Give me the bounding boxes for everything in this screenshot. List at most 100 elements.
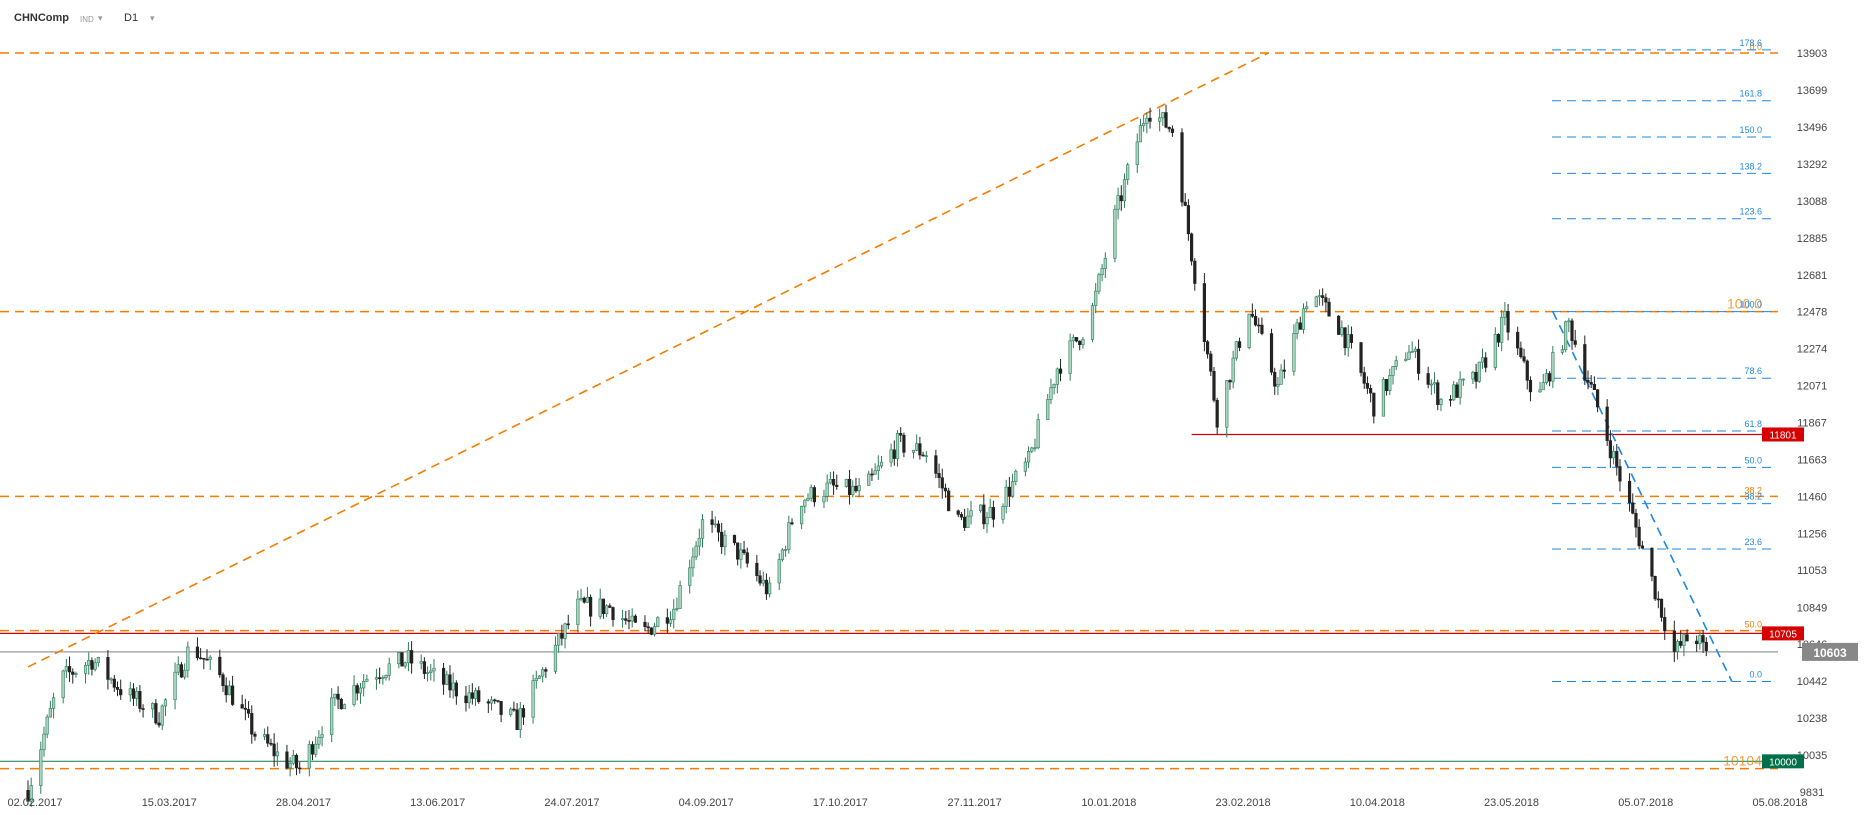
- candle-body: [1436, 382, 1440, 405]
- chevron-down-icon[interactable]: ▾: [98, 13, 103, 23]
- candle-body: [51, 697, 56, 709]
- candle-body: [844, 478, 848, 487]
- candle-body: [1004, 486, 1008, 507]
- candle-body: [601, 598, 606, 614]
- candle-body: [589, 596, 593, 617]
- candle-body: [221, 674, 225, 686]
- candle-body: [1548, 373, 1552, 382]
- x-tick-label: 23.02.2018: [1216, 797, 1271, 809]
- y-tick-label: 13292: [1797, 159, 1828, 171]
- candle-body: [310, 744, 315, 755]
- y-tick-label: 11867: [1797, 418, 1827, 430]
- candle-body: [93, 662, 97, 670]
- candle-body: [199, 657, 203, 660]
- candle-body: [541, 669, 545, 677]
- candle-body: [991, 507, 996, 520]
- candle-body: [809, 487, 813, 499]
- candle-body: [1605, 406, 1609, 441]
- y-tick-label: 12071: [1797, 380, 1828, 392]
- chevron-down-icon[interactable]: ▾: [150, 13, 155, 23]
- candle-body: [1340, 327, 1344, 335]
- price-badges: 11801 10705 10603 10000: [1762, 427, 1858, 769]
- candle-body: [969, 510, 973, 517]
- candle-body: [521, 708, 526, 718]
- candle-body: [1081, 339, 1085, 345]
- candle-body: [579, 597, 583, 600]
- candle-body: [128, 688, 132, 696]
- candle-body: [45, 716, 49, 735]
- candle-body: [202, 657, 206, 660]
- candle-body: [1014, 470, 1018, 482]
- candle-body: [307, 744, 311, 769]
- candle-body: [422, 661, 426, 674]
- candle-body: [499, 701, 503, 715]
- timeframe-selector[interactable]: D1: [124, 12, 139, 24]
- candle-body: [1122, 179, 1127, 202]
- candle-body: [486, 701, 490, 704]
- candle-body: [611, 607, 615, 621]
- candle-body: [934, 455, 938, 474]
- candle-body: [1385, 379, 1389, 391]
- candle-body: [764, 579, 769, 595]
- candle-body: [1001, 506, 1005, 520]
- candle-body: [1260, 324, 1264, 334]
- candle-body: [477, 690, 481, 702]
- candle-body: [1522, 356, 1526, 362]
- candle-body: [672, 608, 676, 621]
- candle-body: [96, 657, 100, 664]
- candle-body: [822, 496, 826, 503]
- candle-body: [1525, 360, 1529, 381]
- candle-body: [892, 449, 896, 459]
- candle-body: [1663, 617, 1667, 632]
- candle-body: [1471, 371, 1475, 380]
- candle-body: [812, 487, 816, 503]
- fib-level-label: 138.2: [1739, 161, 1762, 171]
- y-tick-label: 13088: [1797, 196, 1828, 208]
- candle-body: [710, 519, 714, 525]
- x-tick-label: 13.06.2017: [410, 797, 465, 809]
- price-badge: [1802, 642, 1858, 661]
- y-tick-label: 10442: [1797, 676, 1828, 688]
- candle-body: [1116, 195, 1120, 210]
- candle-body: [1372, 392, 1376, 417]
- candle-body: [1650, 547, 1654, 577]
- candle-body: [1634, 512, 1638, 528]
- candle-body: [1317, 295, 1322, 298]
- candle-body: [1269, 333, 1274, 373]
- candle-body: [1158, 117, 1162, 122]
- symbol-selector[interactable]: CHNComp: [14, 12, 69, 24]
- trendlines: [27, 52, 1733, 682]
- candle-body: [649, 627, 653, 635]
- candle-body: [1407, 351, 1411, 360]
- candle-body: [560, 633, 564, 639]
- candle-body: [266, 734, 270, 744]
- candle-body: [633, 615, 637, 623]
- candle-body: [739, 549, 743, 560]
- candle-body: [1429, 383, 1433, 386]
- candle-body: [608, 605, 612, 608]
- candle-body: [959, 514, 964, 518]
- candle-body: [915, 443, 919, 451]
- candle-body: [384, 675, 388, 678]
- candle-body: [720, 531, 724, 548]
- candle-body: [1592, 384, 1596, 390]
- candle-body: [582, 597, 586, 603]
- candle-body: [924, 455, 928, 457]
- candle-body: [598, 598, 602, 617]
- candle-body: [553, 644, 558, 672]
- price-badge-label: 10705: [1769, 629, 1797, 640]
- candle-body: [1145, 117, 1149, 124]
- candle-body: [464, 695, 468, 704]
- candle-body: [1055, 368, 1059, 385]
- y-tick-label: 13496: [1797, 122, 1828, 134]
- x-tick-label: 28.04.2017: [276, 797, 331, 809]
- fib-level-label: 150.0: [1739, 125, 1762, 135]
- candle-body: [1078, 340, 1082, 345]
- candle-body: [406, 650, 411, 664]
- candle-body: [1519, 347, 1523, 358]
- candle-body: [183, 669, 187, 678]
- candle-body: [67, 666, 72, 673]
- candle-body: [1404, 358, 1408, 361]
- candle-body: [243, 707, 247, 710]
